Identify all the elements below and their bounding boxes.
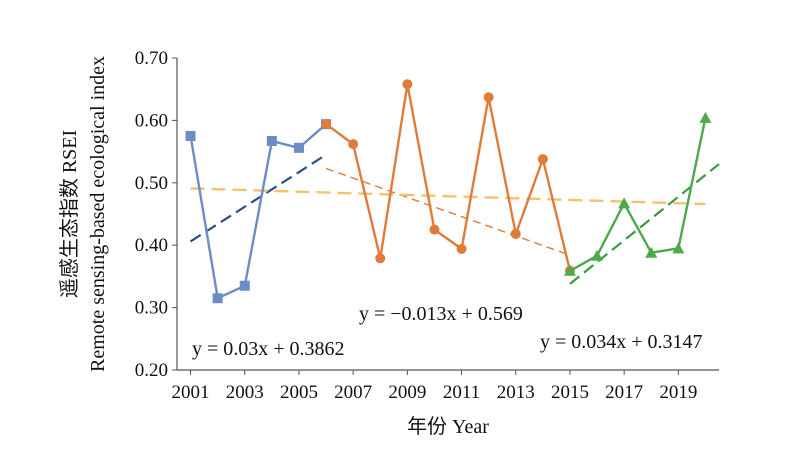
y-axis-title-line1: 遥感生态指数 RSEI	[58, 130, 81, 298]
data-point-triangle	[699, 111, 712, 123]
data-point-circle	[537, 154, 548, 165]
data-point-square	[212, 293, 223, 304]
x-tick-label: 2013	[497, 382, 535, 403]
x-tick-label: 2003	[226, 382, 264, 403]
data-point-circle	[510, 228, 521, 239]
data-point-square	[293, 142, 304, 153]
x-tick-label: 2007	[334, 382, 372, 403]
series-2-line	[325, 82, 572, 272]
y-tick-label: 0.40	[135, 235, 168, 256]
data-point-square	[239, 280, 250, 291]
y-tick-labels: 0.20 0.30 0.40 0.50 0.60 0.70	[135, 48, 177, 381]
trendline-3	[569, 163, 720, 285]
data-point-square	[266, 135, 277, 146]
x-tick-label: 2015	[551, 382, 589, 403]
x-tick-label: 2001	[172, 382, 210, 403]
y-tick-label: 0.50	[135, 173, 168, 194]
data-point-circle	[456, 243, 467, 254]
y-tick-label: 0.20	[135, 360, 168, 381]
trend-equation-2: y = −0.013x + 0.569	[359, 303, 523, 325]
data-point-circle	[375, 253, 386, 264]
data-series	[185, 79, 712, 304]
x-tick-label: 2017	[605, 382, 643, 403]
x-tick-label: 2011	[443, 382, 480, 403]
x-tick-labels: 2001 2003 2005 2007 2009 2011 2013 2015 2017 2019	[172, 370, 697, 403]
data-point-triangle	[563, 264, 576, 276]
trendline-4	[190, 187, 706, 206]
data-point-circle	[348, 139, 359, 150]
x-tick-label: 2009	[388, 382, 426, 403]
series-3-line	[569, 117, 707, 272]
trend-equation-1: y = 0.03x + 0.3862	[192, 338, 345, 360]
trend-equation-3: y = 0.034x + 0.3147	[540, 331, 703, 353]
data-point-circle	[402, 79, 413, 90]
trendlines	[189, 153, 720, 285]
y-tick-label: 0.60	[135, 110, 168, 131]
series-1-line	[189, 123, 327, 300]
data-point-square	[185, 131, 196, 141]
trendline-2	[325, 167, 571, 256]
y-tick-label: 0.70	[135, 48, 168, 69]
data-point-triangle	[618, 197, 631, 209]
x-tick-label: 2019	[659, 382, 697, 403]
y-axis-title-line2: Remote sensing-based ecological index	[87, 56, 109, 372]
data-point-triangle	[645, 246, 658, 258]
data-point-circle	[483, 92, 494, 103]
data-point-circle	[321, 119, 332, 130]
data-point-triangle	[591, 249, 604, 261]
data-point-circle	[429, 224, 440, 235]
x-tick-label: 2005	[280, 382, 318, 403]
y-tick-label: 0.30	[135, 298, 168, 319]
trendline-1	[189, 153, 327, 243]
x-axis-title: 年份 Year	[407, 415, 489, 438]
data-point-triangle	[672, 242, 685, 254]
